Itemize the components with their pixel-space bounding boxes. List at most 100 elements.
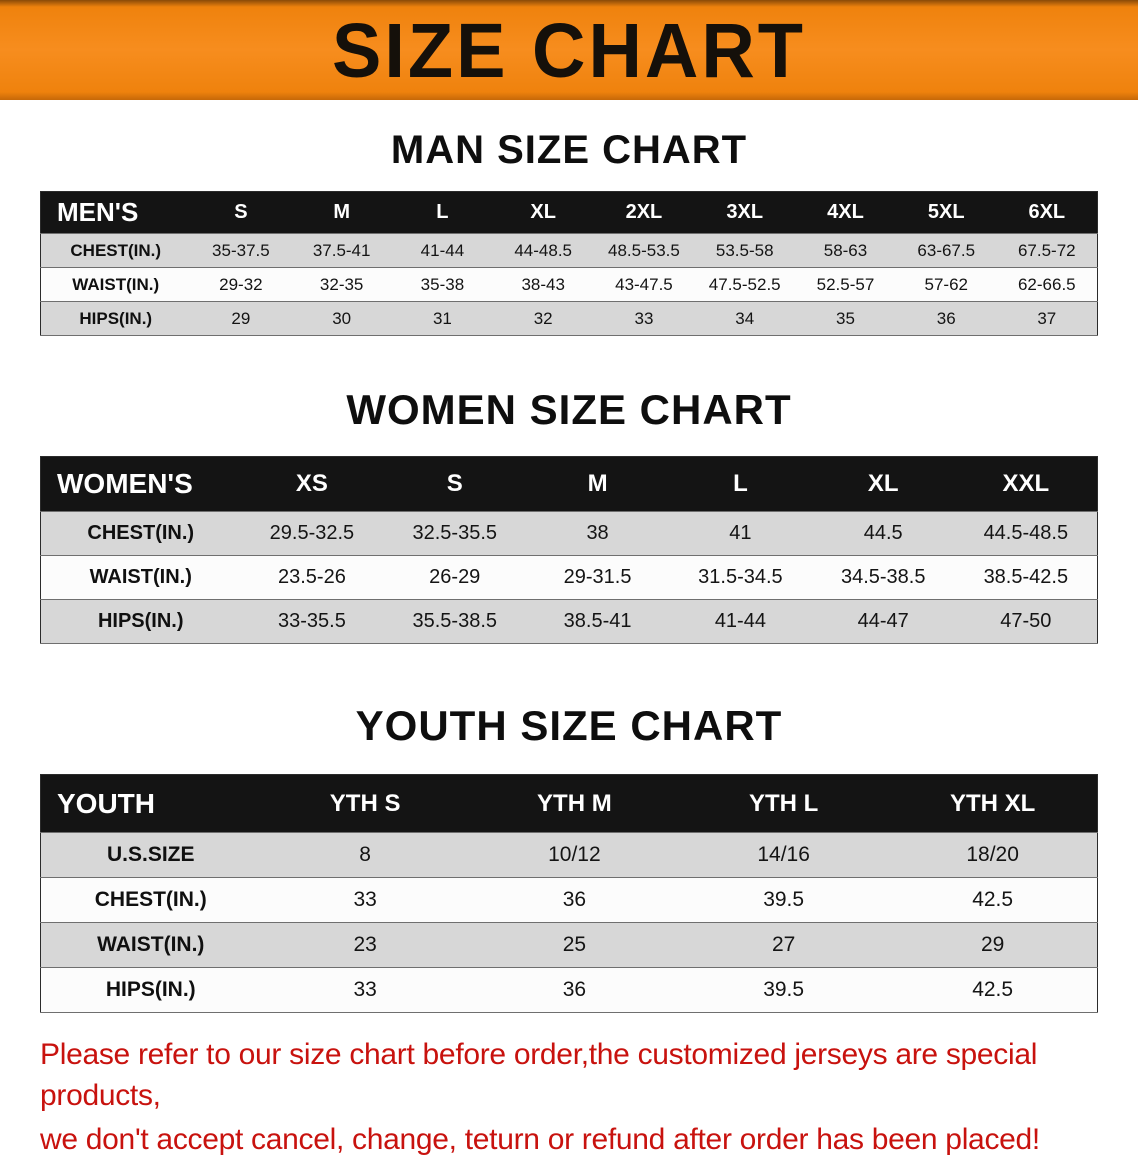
measurement-value: 38	[586, 522, 609, 544]
measurement-value: 29.5-32.5	[269, 522, 355, 544]
measurement-value: 52.5-57	[816, 274, 875, 294]
measurement-value: 62-66.5	[1017, 274, 1076, 294]
size-column-header: 3XL	[694, 191, 796, 234]
size-column-header: L	[392, 191, 493, 234]
measurement-value: 23	[353, 933, 377, 956]
measurement-value: 42.5	[972, 888, 1014, 911]
measurement-value: 44-48.5	[514, 240, 573, 260]
measurement-value: 33	[353, 978, 377, 1001]
table-row: WAIST(IN.) 29-32 32-35 35-38 38-43 43-47.5 47.…	[40, 267, 1098, 302]
table-row: HIPS(IN.) 33-35.5 35.5-38.5 38.5-41 41-44 44-…	[40, 599, 1098, 644]
order-notice: Please refer to our size chart before or…	[40, 1035, 1138, 1161]
men-section-title: MAN SIZE CHART	[390, 128, 748, 172]
table-corner-label: MEN'S	[40, 191, 191, 234]
table-corner-label: YOUTH	[40, 774, 261, 833]
measurement-label: WAIST(IN.)	[89, 566, 192, 588]
table-row: CHEST(IN.) 29.5-32.5 32.5-35.5 38 41 44.5 44.5…	[40, 511, 1098, 556]
measurement-value: 47-50	[1000, 610, 1052, 632]
measurement-value: 33	[634, 308, 654, 328]
measurement-value: 10/12	[548, 843, 601, 866]
measurement-label: CHEST(IN.)	[94, 888, 207, 911]
table-row: WAIST(IN.) 23.5-26 26-29 29-31.5 31.5-34.5 34…	[40, 555, 1098, 600]
measurement-label: WAIST(IN.)	[72, 274, 160, 294]
size-column-header: S	[383, 456, 527, 512]
size-column-header: XL	[492, 191, 594, 234]
notice-line-2: we don't accept cancel, change, teturn o…	[40, 1123, 1040, 1156]
measurement-value: 42.5	[972, 978, 1014, 1001]
size-column-header: XL	[811, 456, 955, 512]
size-column-header: 5XL	[895, 191, 997, 234]
table-header-row: MEN'S S M L XL 2XL 3XL 4XL 5XL 6XL	[40, 191, 1098, 234]
size-column-header: M	[526, 456, 669, 512]
measurement-value: 35-37.5	[212, 240, 270, 260]
men-size-table: MEN'S S M L XL 2XL 3XL 4XL 5XL 6XL CHEST(IN.) 35-37…	[40, 191, 1098, 336]
size-column-header: S	[190, 191, 292, 234]
size-column-header: YTH M	[469, 774, 679, 833]
measurement-label: HIPS(IN.)	[97, 610, 184, 632]
measurement-value: 36	[936, 308, 956, 328]
measurement-label: CHEST(IN.)	[87, 522, 195, 544]
table-corner-label: WOMEN'S	[40, 456, 241, 512]
measurement-value: 23.5-26	[277, 566, 346, 588]
measurement-value: 18/20	[966, 843, 1019, 866]
measurement-value: 26-29	[429, 566, 481, 588]
measurement-value: 39.5	[763, 978, 805, 1001]
measurement-value: 58-63	[823, 240, 868, 260]
measurement-value: 37	[1037, 308, 1057, 328]
measurement-value: 36	[562, 978, 587, 1001]
measurement-value: 38.5-42.5	[983, 566, 1069, 588]
measurement-value: 37.5-41	[312, 240, 371, 260]
banner: SIZE CHART	[0, 0, 1138, 100]
notice-line-1: Please refer to our size chart before or…	[40, 1038, 1038, 1112]
measurement-value: 27	[771, 933, 796, 956]
youth-section-title: YOUTH SIZE CHART	[355, 702, 783, 749]
measurement-value: 29	[980, 933, 1005, 956]
measurement-value: 39.5	[763, 888, 805, 911]
measurement-value: 63-67.5	[917, 240, 976, 260]
measurement-value: 44-47	[857, 610, 909, 632]
measurement-value: 47.5-52.5	[708, 274, 781, 294]
measurement-value: 57-62	[924, 274, 968, 294]
women-section-title: WOMEN SIZE CHART	[346, 386, 792, 433]
measurement-value: 33	[353, 888, 377, 911]
size-column-header: XXL	[954, 456, 1098, 512]
table-row: U.S.SIZE 8 10/12 14/16 18/20	[40, 832, 1098, 878]
table-row: WAIST(IN.) 23 25 27 29	[40, 922, 1098, 968]
measurement-value: 30	[332, 308, 352, 328]
measurement-value: 34	[735, 308, 755, 328]
size-column-header: 6XL	[996, 191, 1098, 234]
size-column-header: YTH L	[679, 774, 889, 833]
measurement-value: 32	[533, 308, 553, 328]
measurement-value: 34.5-38.5	[840, 566, 926, 588]
measurement-value: 31.5-34.5	[698, 566, 783, 588]
measurement-value: 33-35.5	[277, 610, 346, 632]
measurement-value: 38-43	[521, 274, 565, 294]
measurement-label: CHEST(IN.)	[70, 240, 162, 260]
measurement-value: 41	[729, 522, 752, 544]
measurement-value: 29-31.5	[563, 566, 632, 588]
table-row: HIPS(IN.) 29 30 31 32 33 34 35 36 37	[40, 301, 1098, 336]
measurement-value: 41-44	[714, 610, 766, 632]
measurement-value: 32-35	[319, 274, 364, 294]
measurement-value: 32.5-35.5	[412, 522, 497, 544]
measurement-value: 8	[359, 843, 371, 866]
size-column-header: M	[291, 191, 393, 234]
table-row: CHEST(IN.) 35-37.5 37.5-41 41-44 44-48.5 48.5…	[40, 233, 1098, 268]
youth-size-chart-section: YOUTH SIZE CHART YOUTH YTH S YTH M YTH L YTH…	[0, 702, 1138, 1013]
measurement-value: 35	[836, 308, 855, 328]
measurement-label: U.S.SIZE	[106, 843, 195, 866]
youth-size-table: YOUTH YTH S YTH M YTH L YTH XL U.S.SIZE 8 10/12…	[40, 774, 1098, 1013]
measurement-value: 48.5-53.5	[608, 240, 680, 260]
measurement-value: 31	[432, 308, 452, 328]
women-size-table: WOMEN'S XS S M L XL XXL CHEST(IN.) 29.5-32.5 32.5…	[40, 456, 1098, 644]
size-column-header: YTH S	[260, 774, 470, 833]
page-title: SIZE CHART	[332, 6, 806, 94]
measurement-value: 29	[231, 308, 251, 328]
measurement-label: HIPS(IN.)	[105, 978, 196, 1001]
women-size-chart-section: WOMEN SIZE CHART WOMEN'S XS S M L XL XXL CHEST(…	[0, 386, 1138, 644]
measurement-value: 53.5-58	[715, 240, 774, 260]
table-header-row: YOUTH YTH S YTH M YTH L YTH XL	[40, 774, 1098, 833]
measurement-value: 67.5-72	[1017, 240, 1076, 260]
measurement-value: 44.5-48.5	[983, 522, 1069, 544]
